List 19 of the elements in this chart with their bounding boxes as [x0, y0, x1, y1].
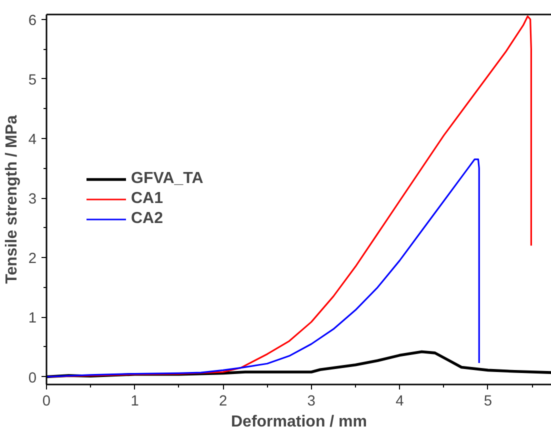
legend-label: CA2: [131, 210, 164, 228]
y-tick-label: 0: [28, 370, 37, 386]
x-tick-label: 0: [42, 394, 51, 410]
x-tick-label: 5: [484, 394, 492, 410]
x-tick-label: 2: [219, 394, 228, 410]
x-tick-label: 4: [396, 394, 404, 410]
legend-label: GFVA_TA: [131, 170, 204, 188]
legend-label: CA1: [131, 190, 164, 208]
y-tick-label: 1: [28, 310, 37, 327]
x-axis-title: Deformation / mm: [230, 414, 368, 430]
y-tick-label: 5: [28, 72, 37, 88]
line-series: [46, 158, 480, 378]
y-tick-label: 4: [28, 132, 37, 148]
y-tick-label: 3: [28, 192, 37, 208]
x-tick-label: 3: [307, 394, 316, 410]
y-tick-label: 2: [28, 251, 37, 268]
y-tick-label: 6: [28, 12, 37, 29]
y-axis-title: Tensile strength / MPa: [3, 115, 20, 284]
x-tick-label: 1: [130, 394, 139, 410]
